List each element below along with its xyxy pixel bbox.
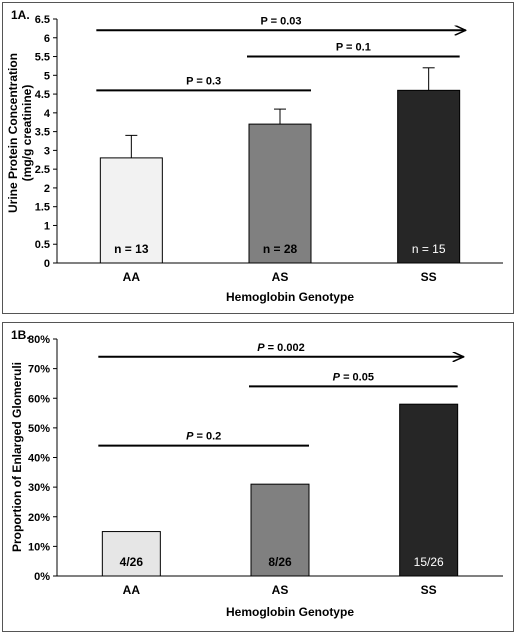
y-tick-label: 20% xyxy=(28,512,50,524)
y-tick-label: 30% xyxy=(28,482,50,494)
y-tick-label: 5.5 xyxy=(35,52,50,64)
y-tick-label: 4 xyxy=(44,108,51,120)
y-tick-label: 1 xyxy=(44,220,50,232)
chart-1a: 1A. 0 0.5 1 1.5 2 2.5 3 3.5 4 4.5 5 5.5 6 6.5 n = 13 AA n… xyxy=(6,8,503,304)
y-tick-label: 80% xyxy=(28,334,50,346)
y-tick-label: 3.5 xyxy=(35,127,50,139)
bar xyxy=(101,531,161,577)
chart-panel-1b: 1B. 0% 10% 20% 30% 40% 50% 60% 70% 80% 4/26 AA 8/26 A… xyxy=(2,322,514,632)
y-tick-label: 5 xyxy=(44,70,50,82)
y-tick-label: 50% xyxy=(28,423,50,435)
x-tick-label: AS xyxy=(272,583,289,597)
bar xyxy=(250,483,310,577)
panel-label: 1A. xyxy=(11,8,30,22)
y-tick-label: 6 xyxy=(44,33,50,45)
p-value-label: P = 0.002 xyxy=(257,342,304,354)
y-axis-label-line-1: Proportion of Enlarged Glomeruli xyxy=(10,362,24,552)
chart-panel-1a: 1A. 0 0.5 1 1.5 2 2.5 3 3.5 4 4.5 5 5.5 6 6.5 n = 13 AA n… xyxy=(2,2,514,314)
p-value-label: P = 0.03 xyxy=(260,15,301,27)
bar xyxy=(397,89,461,264)
chart-1b: 1B. 0% 10% 20% 30% 40% 50% 60% 70% 80% 4/26 AA 8/26 A… xyxy=(10,328,503,619)
p-value-label: P = 0.05 xyxy=(333,371,374,383)
y-tick-label: 0 xyxy=(44,258,50,270)
bar-data-label: n = 15 xyxy=(412,242,446,256)
x-axis-label: Hemoglobin Genotype xyxy=(226,605,354,619)
x-tick-label: AA xyxy=(123,583,141,597)
y-tick-label: 2.5 xyxy=(35,164,50,176)
bar-data-label: n = 28 xyxy=(263,242,298,256)
x-tick-label: SS xyxy=(421,583,437,597)
bar-data-label: 4/26 xyxy=(120,555,144,569)
y-tick-label: 40% xyxy=(28,453,50,465)
bar xyxy=(399,403,459,577)
y-tick-label: 10% xyxy=(28,541,50,553)
y-axis-label: Proportion of Enlarged Glomeruli xyxy=(10,362,24,552)
p-value-label: P = 0.3 xyxy=(186,75,221,87)
p-value-label: P = 0.2 xyxy=(186,431,221,443)
y-tick-label: 2 xyxy=(44,183,50,195)
bar-data-label: 8/26 xyxy=(268,555,292,569)
y-axis-label-line-1: Urine Protein Concentration xyxy=(6,53,20,213)
y-tick-label: 0% xyxy=(34,571,50,583)
bar-data-label: n = 13 xyxy=(114,242,149,256)
y-tick-label: 4.5 xyxy=(35,89,50,101)
y-axis-label: Urine Protein Concentration(mg/g creatin… xyxy=(6,53,34,213)
y-tick-label: 1.5 xyxy=(35,202,50,214)
x-axis-label: Hemoglobin Genotype xyxy=(226,290,354,304)
bar-data-label: 15/26 xyxy=(414,555,444,569)
y-tick-label: 6.5 xyxy=(35,14,50,26)
x-tick-label: AS xyxy=(272,270,289,284)
p-value-label: P = 0.1 xyxy=(336,42,371,54)
bar xyxy=(99,157,163,264)
x-tick-label: SS xyxy=(421,270,437,284)
y-tick-label: 60% xyxy=(28,393,50,405)
y-tick-label: 0.5 xyxy=(35,239,50,251)
y-tick-label: 70% xyxy=(28,364,50,376)
panel-label: 1B. xyxy=(11,328,30,342)
y-tick-label: 3 xyxy=(44,145,50,157)
x-tick-label: AA xyxy=(123,270,141,284)
y-axis-label-line-2: (mg/g creatinine) xyxy=(20,85,34,182)
